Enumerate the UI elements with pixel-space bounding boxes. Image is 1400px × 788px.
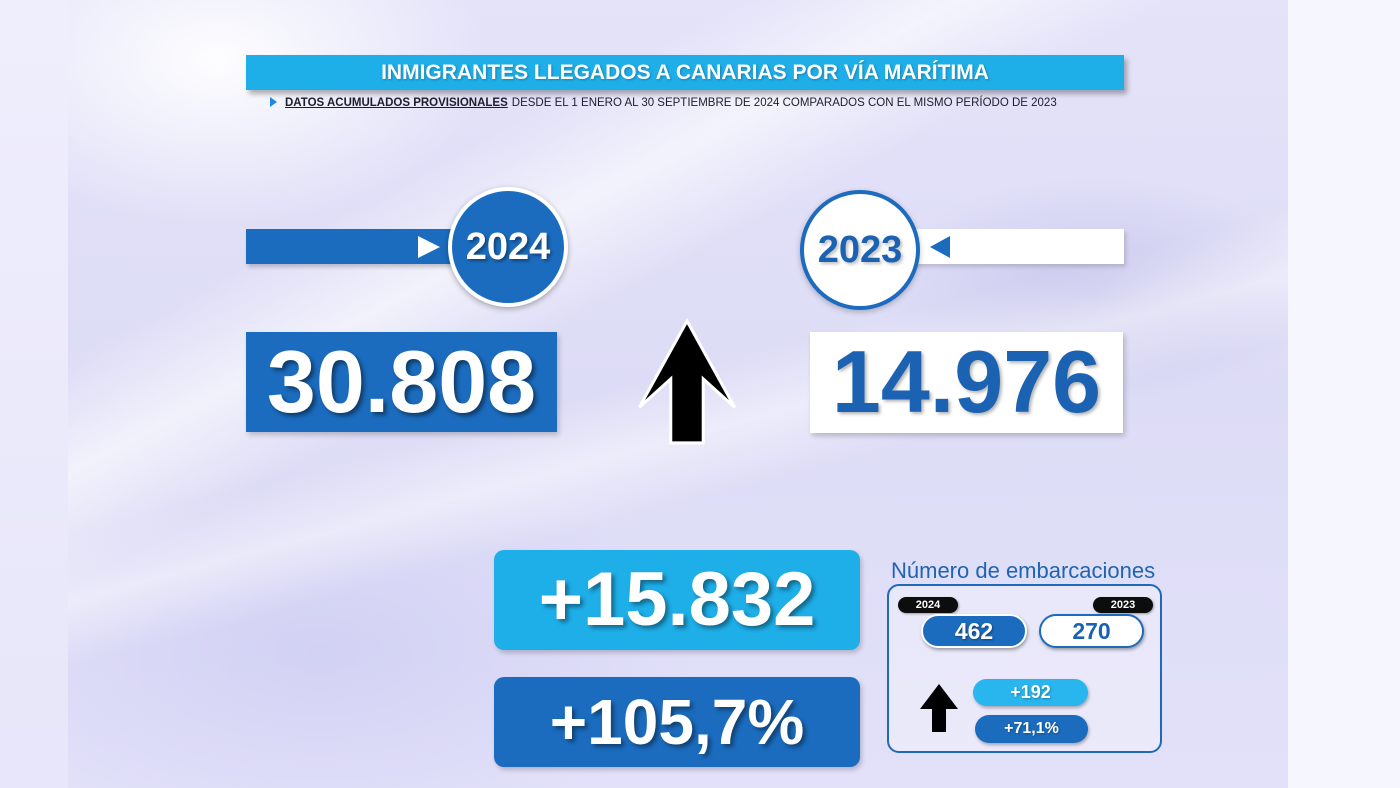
boats-title: Número de embarcaciones — [891, 558, 1156, 583]
total-2023-value: 14.976 — [810, 332, 1123, 433]
boats-2024-value: 462 — [921, 614, 1027, 648]
boats-year-2023-label: 2023 — [1093, 597, 1153, 613]
page-title: INMIGRANTES LLEGADOS A CANARIAS POR VÍA … — [246, 55, 1124, 90]
year-2023-badge: 2023 — [800, 190, 920, 310]
boats-difference-absolute: +192 — [973, 679, 1088, 706]
subtitle-text: DESDE EL 1 ENERO AL 30 SEPTIEMBRE DE 202… — [511, 97, 1057, 109]
boats-panel: 2024 2023 462 270 +192 +71,1% — [887, 584, 1162, 753]
total-2024-value: 30.808 — [246, 332, 557, 432]
subtitle: DATOS ACUMULADOS PROVISIONALES DESDE EL 1… — [270, 96, 1057, 110]
arrow-up-shape — [920, 684, 958, 732]
subtitle-highlight: DATOS ACUMULADOS PROVISIONALES — [285, 97, 508, 109]
triangle-right-icon — [270, 97, 277, 107]
arrow-up-icon — [920, 684, 958, 732]
boats-difference-percent: +71,1% — [975, 715, 1088, 743]
triangle-left-icon — [930, 236, 950, 258]
year-2024-badge: 2024 — [448, 187, 568, 307]
arrow-up-icon — [637, 318, 737, 445]
boats-year-2024-label: 2024 — [898, 597, 958, 613]
year-2024-bar — [246, 229, 458, 264]
year-2023-bar — [915, 229, 1124, 264]
boats-2023-value: 270 — [1039, 614, 1144, 648]
triangle-right-icon — [418, 236, 440, 258]
arrow-up-shape — [637, 318, 737, 445]
difference-percent: +105,7% — [494, 677, 860, 767]
difference-absolute: +15.832 — [494, 550, 860, 650]
left-margin — [0, 0, 68, 788]
